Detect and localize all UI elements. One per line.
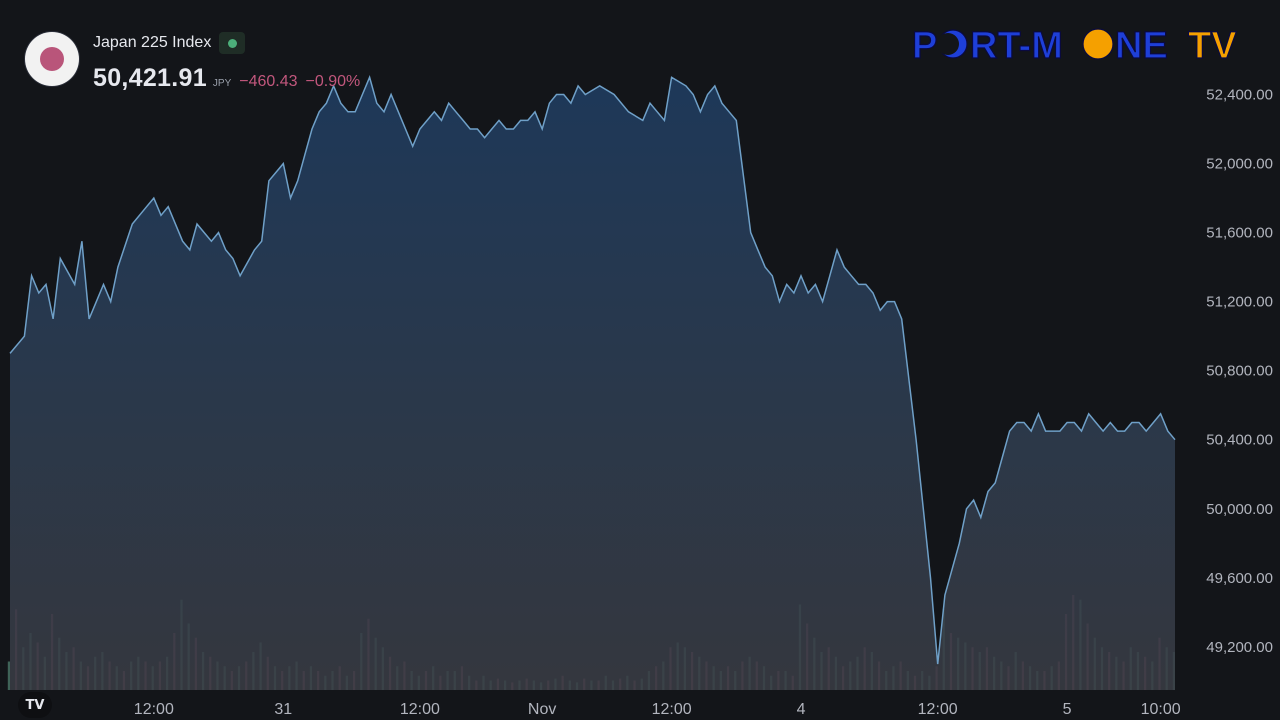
- x-tick-label: 10:00: [1141, 701, 1181, 718]
- volume-bar: [7, 661, 10, 690]
- y-axis: 52,400.00 52,000.00 51,600.00 51,200.00 50,8…: [1206, 87, 1273, 656]
- svg-text:NE: NE: [1115, 25, 1168, 66]
- tradingview-logo[interactable]: TV: [18, 692, 52, 718]
- y-tick-label: 50,000.00: [1206, 501, 1273, 518]
- price-change-percent: −0.90%: [305, 73, 361, 90]
- y-tick-label: 51,600.00: [1206, 225, 1273, 242]
- x-tick-label: 12:00: [134, 701, 174, 718]
- index-name[interactable]: Japan 225 Index: [93, 34, 212, 51]
- x-tick-label: Nov: [528, 701, 556, 718]
- y-tick-label: 49,200.00: [1206, 639, 1273, 656]
- y-tick-label: 50,400.00: [1206, 432, 1273, 449]
- x-tick-label: 31: [274, 701, 292, 718]
- japan-flag-icon: [25, 32, 79, 86]
- last-price: 50,421.91: [93, 64, 207, 92]
- svg-text:P: P: [912, 25, 937, 66]
- x-tick-label: 4: [797, 701, 806, 718]
- x-tick-label: 12:00: [652, 701, 692, 718]
- x-tick-label: 12:00: [400, 701, 440, 718]
- y-tick-label: 49,600.00: [1206, 570, 1273, 587]
- x-axis: 12:00 31 12:00 Nov 12:00 4 12:00 5 10:00: [134, 701, 1181, 718]
- svg-text:TV: TV: [1188, 25, 1237, 66]
- y-tick-label: 51,200.00: [1206, 294, 1273, 311]
- port-mone-tv-logo: P RT-M NE TV: [912, 24, 1238, 66]
- x-tick-label: 12:00: [918, 701, 958, 718]
- y-tick-label: 52,400.00: [1206, 87, 1273, 104]
- svg-text:RT-M: RT-M: [970, 25, 1063, 66]
- market-status-icon[interactable]: [219, 32, 246, 54]
- y-tick-label: 52,000.00: [1206, 156, 1273, 173]
- price-change: −460.43: [239, 73, 298, 90]
- y-tick-label: 50,800.00: [1206, 363, 1273, 380]
- currency-label: JPY: [212, 78, 232, 89]
- x-tick-label: 5: [1063, 701, 1072, 718]
- price-line: [9, 75, 1176, 665]
- price-area-fill: [10, 77, 1175, 691]
